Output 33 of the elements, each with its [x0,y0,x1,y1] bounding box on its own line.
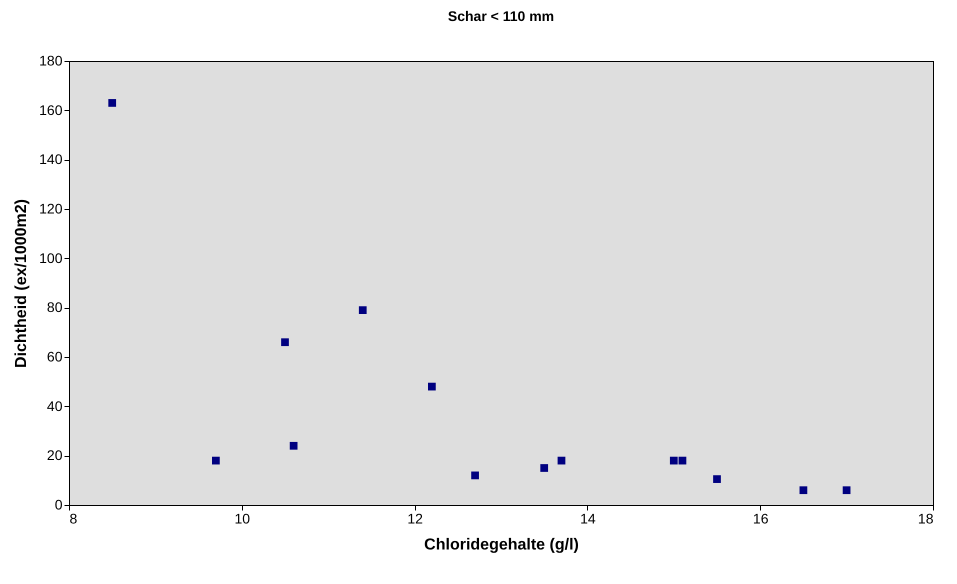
chart-title: Schar < 110 mm [448,8,554,24]
y-tick-label: 140 [39,151,63,168]
point [428,382,436,390]
x-tick-label: 12 [407,510,424,526]
y-axis-title: Dichtheid (ex/1000m2) [13,199,30,368]
x-tick-label: 8 [70,510,78,526]
point [108,99,116,107]
x-tick-label: 14 [580,510,596,526]
point [281,338,289,346]
x-tick-label: 18 [918,510,934,526]
y-tick-label: 160 [39,102,63,118]
point [678,456,686,464]
point [800,486,808,494]
y-tick-label: 100 [39,250,63,266]
point [540,464,548,472]
point [842,486,850,494]
x-tick-label: 10 [234,510,250,526]
point [713,475,721,483]
point [471,472,479,480]
y-tick-label: 180 [39,52,63,68]
point [670,456,678,464]
point [358,306,367,314]
point [212,456,220,464]
y-tick-label: 60 [46,348,63,364]
y-tick-label: 20 [46,447,63,464]
point [290,442,298,450]
x-axis-title: Chloridegehalte (g/l) [424,536,579,554]
point [558,456,566,464]
y-tick-label: 40 [46,398,63,414]
x-tick-label: 16 [752,510,769,526]
y-tick-label: 120 [39,200,63,216]
y-tick-label: 80 [46,299,63,316]
y-tick-label: 0 [54,496,63,512]
